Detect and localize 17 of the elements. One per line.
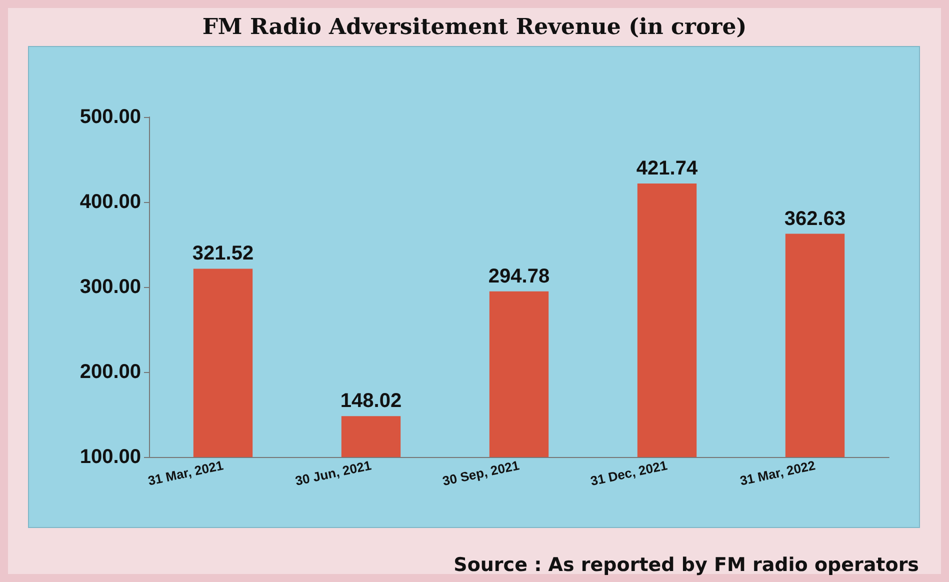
y-tick-label: 200.00: [80, 361, 141, 383]
y-tick-label: 300.00: [80, 276, 141, 298]
data-label: 321.52: [192, 242, 254, 265]
y-tick-label: 100.00: [80, 446, 141, 468]
x-tick-label: 31 Dec, 2021: [589, 458, 669, 489]
y-tick-label: 400.00: [80, 191, 141, 213]
data-label: 148.02: [340, 390, 402, 412]
x-tick-label: 30 Jun, 2021: [294, 458, 373, 488]
x-tick-label: 31 Mar, 2022: [738, 458, 817, 488]
chart-title: FM Radio Adversitement Revenue (in crore): [201, 14, 748, 40]
data-label: 294.78: [488, 265, 550, 288]
data-label: 421.74: [636, 158, 698, 180]
y-tick-label: 500.00: [80, 106, 141, 128]
x-tick-label: 31 Mar, 2021: [146, 458, 225, 488]
source-note: Source : As reported by FM radio operators: [454, 554, 919, 576]
x-tick-label: 30 Sep, 2021: [441, 458, 521, 489]
data-label: 362.63: [784, 208, 846, 230]
